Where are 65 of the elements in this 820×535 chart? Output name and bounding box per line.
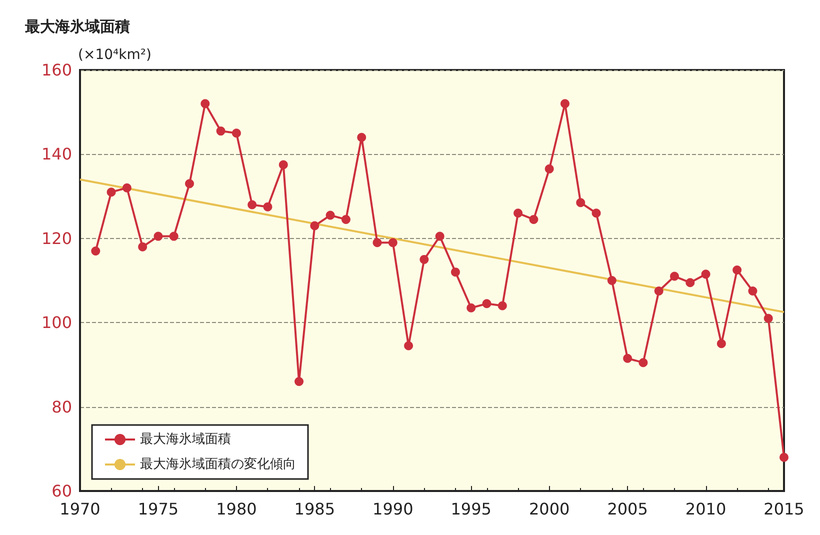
point bbox=[263, 202, 272, 212]
point bbox=[450, 268, 460, 277]
point bbox=[638, 358, 648, 368]
x-tick-label: 2015 bbox=[764, 500, 804, 518]
point bbox=[232, 128, 241, 138]
x-tick-label: 2000 bbox=[528, 500, 570, 518]
point bbox=[278, 160, 288, 170]
point bbox=[592, 208, 601, 218]
point bbox=[607, 276, 616, 285]
legend-label: 最大海氷域面積の変化傾向 bbox=[140, 456, 296, 472]
point bbox=[435, 232, 444, 241]
point bbox=[310, 221, 320, 230]
x-tick-label: 1985 bbox=[294, 500, 336, 518]
x-tick-label: 1975 bbox=[138, 500, 179, 518]
point bbox=[701, 270, 710, 279]
point bbox=[326, 210, 335, 220]
point bbox=[200, 99, 210, 108]
chart-title: 最大海氷域面積 bbox=[24, 18, 130, 36]
point bbox=[294, 377, 304, 386]
point bbox=[122, 183, 132, 192]
y-tick-label: 80 bbox=[52, 397, 72, 416]
point bbox=[576, 198, 586, 208]
point bbox=[216, 126, 226, 136]
point bbox=[686, 278, 695, 288]
x-tick-label: 1980 bbox=[216, 500, 257, 518]
point bbox=[654, 286, 664, 296]
point bbox=[388, 238, 398, 248]
x-tick-label: 2010 bbox=[685, 500, 726, 518]
x-tick-label: 1995 bbox=[450, 500, 492, 518]
legend-label: 最大海氷域面積 bbox=[140, 432, 231, 447]
point bbox=[529, 214, 538, 224]
point bbox=[248, 200, 257, 210]
point bbox=[420, 254, 429, 264]
point bbox=[138, 242, 148, 252]
point bbox=[670, 272, 679, 281]
y-tick-label: 140 bbox=[41, 144, 72, 164]
x-tick-label: 1990 bbox=[372, 500, 414, 518]
y-tick-label: 100 bbox=[41, 313, 72, 332]
point bbox=[341, 214, 350, 224]
point bbox=[106, 188, 116, 197]
point bbox=[748, 286, 758, 296]
point bbox=[482, 299, 492, 308]
x-tick-label: 2005 bbox=[607, 500, 648, 518]
y-tick-label: 120 bbox=[41, 228, 72, 248]
point bbox=[372, 238, 382, 248]
point bbox=[732, 265, 742, 274]
point bbox=[716, 339, 726, 348]
y-axis-title: (×10⁴km²) bbox=[78, 47, 152, 63]
point bbox=[544, 164, 554, 174]
point bbox=[780, 452, 788, 462]
point bbox=[498, 301, 507, 310]
point bbox=[154, 232, 163, 241]
point bbox=[623, 354, 632, 363]
point bbox=[185, 179, 194, 188]
point bbox=[466, 303, 476, 312]
y-tick-label: 160 bbox=[41, 60, 72, 80]
y-tick-label: 60 bbox=[52, 482, 72, 500]
x-tick-label: 1970 bbox=[60, 500, 100, 518]
point bbox=[404, 341, 414, 350]
point bbox=[764, 314, 773, 323]
point bbox=[560, 99, 570, 108]
point bbox=[91, 246, 100, 256]
point bbox=[514, 208, 523, 218]
point bbox=[169, 232, 178, 241]
point bbox=[357, 132, 366, 142]
